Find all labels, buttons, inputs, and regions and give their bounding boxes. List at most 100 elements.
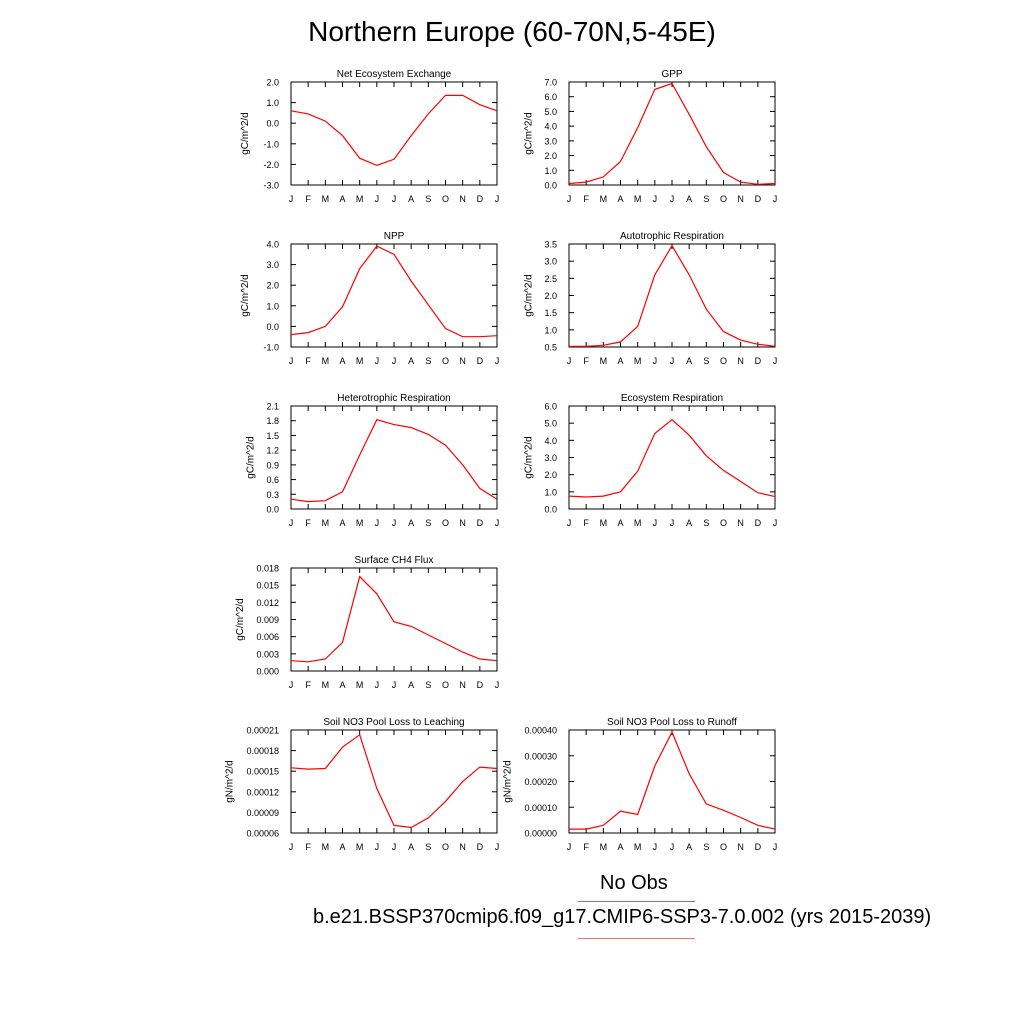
y-tick-label: 1.5: [544, 308, 557, 318]
x-tick-label: A: [617, 194, 623, 204]
panel-title: Heterotrophic Respiration: [337, 393, 450, 404]
x-tick-label: F: [305, 680, 311, 690]
y-tick-label: 3.0: [266, 260, 279, 270]
x-tick-label: J: [392, 356, 397, 366]
y-axis-label: gC/m^2/d: [245, 436, 256, 479]
x-tick-label: A: [686, 518, 692, 528]
panel-title: Soil NO3 Pool Loss to Runoff: [607, 717, 737, 728]
model-series-line: [290, 418, 498, 503]
plot-frame: [290, 729, 498, 834]
y-tick-label: 0.0: [266, 505, 279, 515]
y-tick-label: 0.00030: [524, 751, 557, 761]
y-tick-label: 2.5: [544, 274, 557, 284]
model-series-line: [290, 245, 498, 338]
x-tick-label: D: [477, 842, 484, 852]
x-tick-label: J: [289, 518, 294, 528]
x-tick-label: D: [755, 518, 762, 528]
y-tick-label: 3.5: [544, 240, 557, 250]
y-tick-label: 0.018: [256, 564, 279, 574]
y-tick-label: 0.00021: [246, 726, 279, 736]
y-tick-label: 1.0: [266, 98, 279, 108]
x-tick-label: O: [720, 842, 727, 852]
x-tick-label: F: [305, 518, 311, 528]
x-tick-label: M: [322, 194, 330, 204]
y-tick-label: 1.8: [266, 416, 279, 426]
x-tick-label: A: [408, 356, 414, 366]
model-series-line: [569, 730, 776, 830]
x-tick-label: O: [720, 356, 727, 366]
plot-frame: [290, 405, 498, 510]
y-tick-label: 1.2: [266, 446, 279, 456]
x-tick-label: S: [425, 356, 431, 366]
x-tick-label: A: [339, 842, 345, 852]
x-tick-label: J: [392, 842, 397, 852]
x-tick-label: M: [634, 356, 642, 366]
model-series-line: [290, 94, 498, 167]
x-tick-label: J: [653, 356, 658, 366]
y-tick-label: 0.3: [266, 490, 279, 500]
x-tick-label: A: [617, 356, 623, 366]
x-tick-label: M: [634, 842, 642, 852]
y-tick-label: 0.0: [266, 119, 279, 129]
x-tick-label: A: [408, 842, 414, 852]
x-tick-label: J: [567, 194, 572, 204]
plot-frame: [568, 405, 776, 510]
y-tick-label: -1.0: [263, 343, 279, 353]
x-tick-label: J: [773, 194, 778, 204]
x-tick-label: J: [567, 842, 572, 852]
plot-frame: [568, 81, 776, 186]
y-axis-label: gC/m^2/d: [523, 274, 534, 317]
figure-title: Northern Europe (60-70N,5-45E): [308, 16, 716, 47]
y-tick-label: 6.0: [544, 92, 557, 102]
x-tick-label: J: [495, 194, 500, 204]
x-tick-label: S: [425, 842, 431, 852]
y-tick-label: 0.006: [256, 632, 279, 642]
x-tick-label: M: [322, 842, 330, 852]
panel-title: Surface CH4 Flux: [355, 555, 434, 566]
x-tick-label: A: [339, 356, 345, 366]
x-tick-label: J: [495, 680, 500, 690]
x-tick-label: F: [583, 842, 589, 852]
y-tick-label: 0.00010: [524, 803, 557, 813]
legend-obs-line: [578, 901, 695, 902]
y-axis-label: gC/m^2/d: [235, 598, 246, 641]
model-series-line: [568, 82, 776, 185]
x-tick-label: M: [356, 194, 364, 204]
y-tick-label: 0.00040: [524, 726, 557, 736]
x-tick-label: A: [686, 356, 692, 366]
x-tick-label: A: [408, 194, 414, 204]
y-tick-label: 0.0: [544, 505, 557, 515]
x-tick-label: J: [495, 518, 500, 528]
y-tick-label: 0.00015: [246, 767, 279, 777]
y-tick-label: 0.9: [266, 460, 279, 470]
x-tick-label: N: [737, 194, 744, 204]
y-tick-label: 0.015: [256, 581, 279, 591]
x-tick-label: D: [477, 680, 484, 690]
y-tick-label: 0.012: [256, 598, 279, 608]
x-tick-label: J: [567, 518, 572, 528]
y-tick-label: 3.0: [544, 453, 557, 463]
x-tick-label: F: [583, 194, 589, 204]
x-tick-label: O: [442, 680, 449, 690]
x-tick-label: D: [755, 194, 762, 204]
x-tick-label: J: [375, 518, 380, 528]
x-tick-label: J: [392, 680, 397, 690]
x-tick-label: N: [459, 680, 466, 690]
x-tick-label: S: [703, 518, 709, 528]
x-tick-label: J: [670, 356, 675, 366]
x-tick-label: D: [477, 356, 484, 366]
x-tick-label: O: [720, 194, 727, 204]
x-tick-label: J: [670, 518, 675, 528]
panel-title: Net Ecosystem Exchange: [337, 69, 452, 80]
y-tick-label: 1.0: [544, 325, 557, 335]
x-tick-label: M: [600, 842, 608, 852]
legend-obs-label: No Obs: [600, 872, 668, 894]
y-tick-label: 4.0: [544, 436, 557, 446]
x-tick-label: J: [653, 842, 658, 852]
y-tick-label: 1.0: [544, 487, 557, 497]
